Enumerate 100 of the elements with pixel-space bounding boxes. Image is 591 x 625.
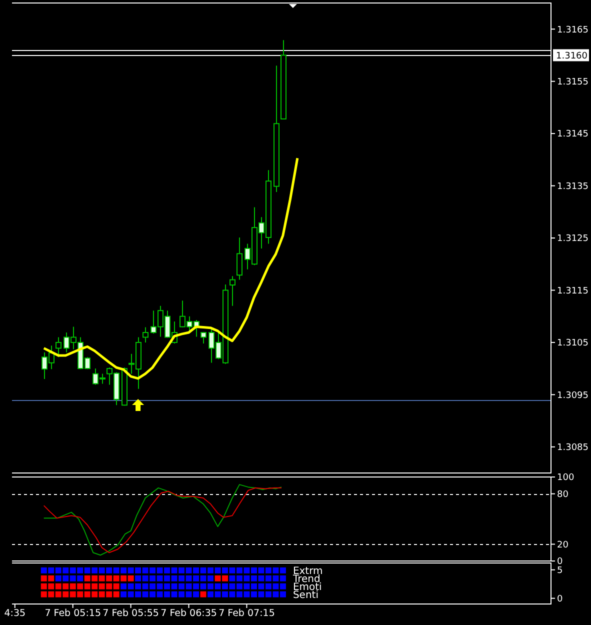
point [200, 575, 206, 582]
x-tick-label: 7 Feb 06:35 [160, 608, 217, 619]
candlestick [236, 236, 242, 280]
point [229, 591, 236, 598]
point [128, 575, 134, 582]
point [40, 567, 47, 574]
point [113, 575, 120, 582]
point [222, 575, 228, 582]
point [113, 591, 120, 598]
point [40, 591, 47, 598]
point [84, 575, 90, 582]
ref-line-label: 1.3160 [556, 51, 588, 62]
point [142, 591, 148, 598]
point [142, 567, 148, 574]
point [280, 567, 286, 574]
line-series [42, 156, 299, 380]
point [250, 575, 257, 582]
point [84, 567, 90, 574]
point [265, 583, 272, 590]
candlestick [56, 336, 62, 358]
point [265, 591, 272, 598]
point [280, 583, 286, 590]
point [222, 567, 228, 574]
point [113, 583, 120, 590]
point [171, 567, 178, 574]
y-tick-label: 1.3125 [557, 234, 588, 244]
point [178, 583, 185, 590]
point [164, 575, 170, 582]
point [258, 575, 264, 582]
point [113, 567, 120, 574]
point [229, 575, 236, 582]
candlestick [200, 332, 206, 344]
point [236, 591, 242, 598]
y-tick-label: 0 [557, 594, 563, 604]
candlestick [230, 276, 236, 306]
point [40, 575, 47, 582]
point [98, 567, 105, 574]
point [265, 567, 272, 574]
point [70, 575, 76, 582]
point [200, 583, 206, 590]
point [77, 591, 84, 598]
point [164, 567, 170, 574]
y-tick-label: 80 [557, 490, 569, 500]
y-tick-label: 1.3095 [557, 390, 588, 401]
point [193, 591, 200, 598]
point [62, 567, 69, 574]
x-tick-label: 4:35 [4, 608, 26, 619]
point [150, 583, 156, 590]
point [164, 591, 170, 598]
point [55, 591, 62, 598]
point [55, 575, 62, 582]
point [142, 583, 148, 590]
point [186, 567, 192, 574]
point [106, 567, 112, 574]
y-tick-label: 1.3145 [557, 130, 588, 140]
point [214, 575, 221, 582]
point [236, 575, 242, 582]
y-tick-label: 100 [557, 473, 574, 484]
y-tick-label: 1.3135 [557, 182, 588, 192]
point [193, 567, 200, 574]
point [214, 583, 221, 590]
candlestick [142, 326, 148, 343]
point [178, 591, 185, 598]
point [120, 591, 127, 598]
point [128, 591, 134, 598]
point [70, 591, 76, 598]
point [244, 583, 250, 590]
point [250, 567, 257, 574]
point [106, 583, 112, 590]
point [92, 591, 98, 598]
point [135, 583, 142, 590]
point [156, 567, 163, 574]
point [208, 575, 214, 582]
point [98, 583, 105, 590]
point [236, 583, 242, 590]
point [164, 583, 170, 590]
point [214, 591, 221, 598]
point [70, 567, 76, 574]
point [171, 583, 178, 590]
point [70, 583, 76, 590]
point [208, 591, 214, 598]
point [171, 591, 178, 598]
point [77, 575, 84, 582]
x-tick-label: 7 Feb 05:55 [102, 608, 159, 619]
point [84, 591, 90, 598]
point [156, 591, 163, 598]
point [48, 567, 54, 574]
point [193, 583, 200, 590]
point [200, 567, 206, 574]
point [120, 575, 127, 582]
point [200, 591, 206, 598]
point [55, 567, 62, 574]
point [250, 591, 257, 598]
point [229, 583, 236, 590]
point [120, 567, 127, 574]
y-tick-label: 1.3165 [557, 25, 588, 36]
point [142, 575, 148, 582]
point [77, 583, 84, 590]
point [236, 567, 242, 574]
point [128, 583, 134, 590]
